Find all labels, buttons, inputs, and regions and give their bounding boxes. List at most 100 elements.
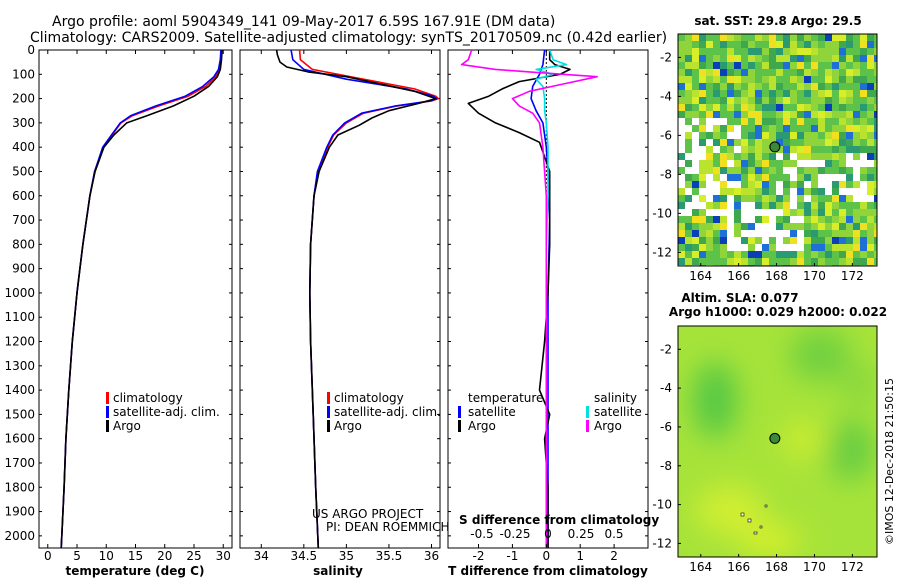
sst-pixel [720, 188, 727, 195]
sst-pixel [797, 69, 804, 76]
sst-pixel [741, 62, 748, 69]
sst-pixel [741, 97, 748, 104]
sst-pixel [846, 216, 853, 223]
sst-pixel [874, 258, 877, 265]
sst-pixel [790, 62, 797, 69]
sst-pixel [783, 230, 790, 237]
sst-pixel [720, 132, 727, 139]
sst-pixel [706, 118, 713, 125]
sst-pixel [727, 202, 734, 209]
sst-pixel [748, 237, 755, 244]
sst-pixel [825, 69, 832, 76]
sst-pixel [762, 97, 769, 104]
sst-pixel [839, 167, 846, 174]
sst-pixel [769, 83, 776, 90]
sst-pixel [720, 174, 727, 181]
sst-pixel [741, 118, 748, 125]
sst-pixel [867, 41, 874, 48]
sst-pixel [692, 181, 699, 188]
sst-pixel [825, 125, 832, 132]
sst-pixel [685, 83, 692, 90]
sst-pixel [692, 237, 699, 244]
sst-pixel [713, 237, 720, 244]
sst-pixel [706, 202, 713, 209]
sst-pixel [769, 132, 776, 139]
sst-pixel [769, 202, 776, 209]
sst-pixel [727, 216, 734, 223]
sst-pixel [678, 34, 685, 41]
sst-pixel [713, 104, 720, 111]
sst-pixel [748, 111, 755, 118]
x-tick-label: 0 [542, 549, 550, 563]
sst-pixel [755, 41, 762, 48]
sst-pixel [804, 90, 811, 97]
sst-pixel [776, 230, 783, 237]
sst-pixel [713, 244, 720, 251]
sst-pixel [811, 139, 818, 146]
sst-pixel [832, 118, 839, 125]
sst-pixel [804, 76, 811, 83]
sst-pixel [734, 167, 741, 174]
sst-pixel [727, 160, 734, 167]
sst-pixel [867, 97, 874, 104]
sst-pixel [755, 48, 762, 55]
sst-pixel [783, 174, 790, 181]
sst-pixel [762, 76, 769, 83]
imos-credit: ©IMOS 12-Dec-2018 21:50:15 [883, 378, 896, 545]
sst-pixel [790, 34, 797, 41]
sst-pixel [678, 258, 685, 265]
sst-pixel [741, 132, 748, 139]
sst-pixel [867, 237, 874, 244]
sst-pixel [853, 237, 860, 244]
sst-pixel [762, 244, 769, 251]
sst-pixel [692, 76, 699, 83]
sst-pixel [825, 48, 832, 55]
sst-pixel [853, 132, 860, 139]
sst-pixel [776, 174, 783, 181]
sst-pixel [853, 223, 860, 230]
sst-pixel [839, 251, 846, 258]
sst-pixel [797, 153, 804, 160]
sst-pixel [678, 83, 685, 90]
sst-pixel [727, 104, 734, 111]
sst-pixel [755, 195, 762, 202]
sst-pixel [762, 132, 769, 139]
sst-pixel [804, 174, 811, 181]
sst-pixel [867, 76, 874, 83]
sst-pixel [783, 195, 790, 202]
sst-pixel [734, 223, 741, 230]
sst-pixel [769, 104, 776, 111]
sst-pixel [811, 34, 818, 41]
sst-pixel [699, 209, 706, 216]
sst-pixel [832, 181, 839, 188]
sst-pixel [706, 160, 713, 167]
sst-pixel [839, 195, 846, 202]
sst-pixel [720, 258, 727, 265]
temperature-series [60, 50, 223, 548]
sst-pixel [727, 153, 734, 160]
sst-pixel [846, 153, 853, 160]
map-y-tick-label: -12 [652, 536, 672, 550]
sst-pixel [727, 62, 734, 69]
sst-pixel [853, 69, 860, 76]
sst-pixel [734, 125, 741, 132]
sst-pixel [762, 48, 769, 55]
legend-label-argo: Argo [113, 419, 141, 433]
depth-tick-label: 1900 [4, 505, 35, 519]
sst-pixel [748, 258, 755, 265]
sst-pixel [713, 34, 720, 41]
sst-pixel [727, 97, 734, 104]
x-tick-label: 15 [128, 549, 143, 563]
sst-pixel [811, 62, 818, 69]
sst-pixel [762, 90, 769, 97]
sst-pixel [790, 132, 797, 139]
salinity-series [275, 50, 440, 548]
sst-pixel [755, 223, 762, 230]
sst-pixel [797, 104, 804, 111]
sst-pixel [797, 132, 804, 139]
depth-tick-label: 1000 [4, 286, 35, 300]
sst-pixel [692, 69, 699, 76]
sst-pixel [769, 62, 776, 69]
depth-axis: 0 100 200 300 400 500 600 700 800 900 1000 1100 1200… [4, 43, 648, 543]
sst-pixel [797, 174, 804, 181]
